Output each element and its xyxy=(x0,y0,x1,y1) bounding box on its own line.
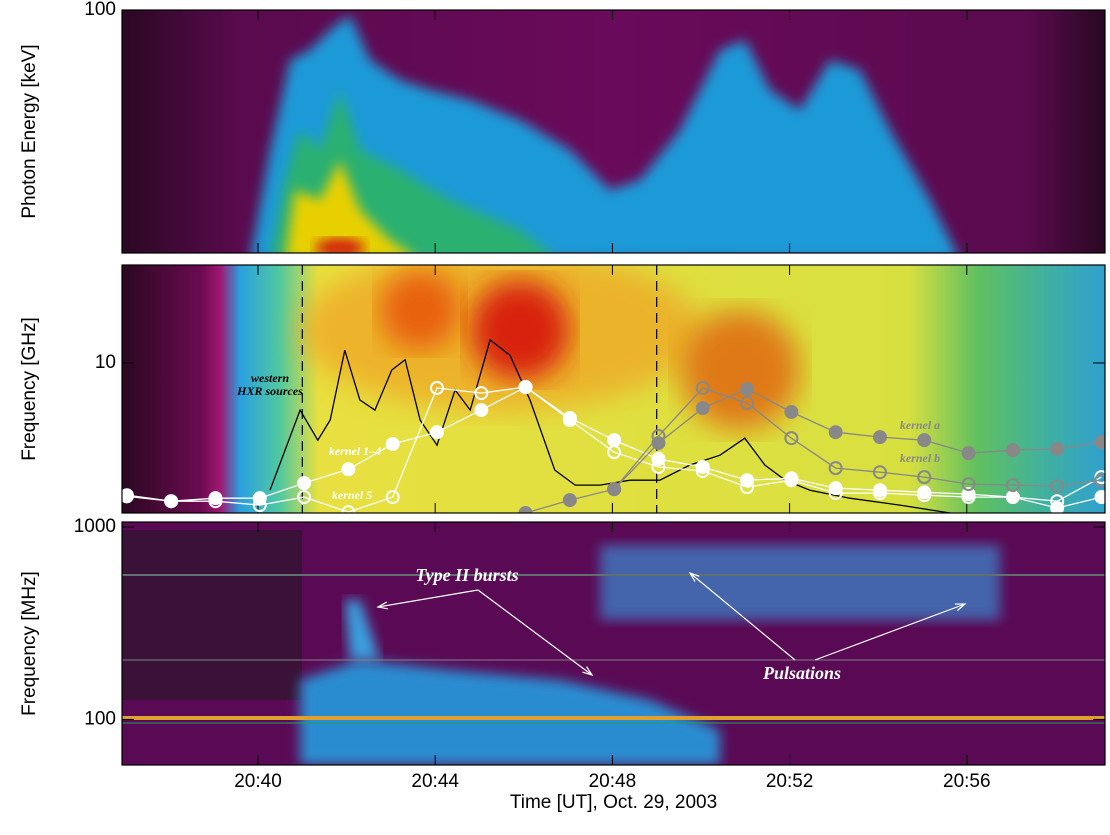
x-tick-label: 20:44 xyxy=(411,771,459,792)
annotation-arrow xyxy=(814,603,966,661)
marker xyxy=(164,494,179,509)
series-label: western HXR sources xyxy=(236,371,303,398)
line-plot xyxy=(122,265,1105,513)
marker xyxy=(297,476,312,491)
y-tick-label: 10 xyxy=(95,352,116,373)
marker xyxy=(740,381,755,396)
y-tick-label: 1000 xyxy=(74,516,116,537)
arrow-head xyxy=(376,601,388,610)
y-tick-label: 100 xyxy=(84,0,116,20)
x-tick-label: 20:40 xyxy=(234,771,282,792)
annotation: Pulsations xyxy=(762,663,841,683)
marker xyxy=(828,461,843,476)
marker xyxy=(917,433,932,448)
marker xyxy=(518,379,533,394)
marker xyxy=(828,425,843,440)
marker xyxy=(341,505,356,513)
marker xyxy=(607,445,622,460)
marker xyxy=(695,459,710,474)
marker xyxy=(784,473,799,488)
x-tick-label: 20:56 xyxy=(943,771,991,792)
microwave-spectrogram xyxy=(122,265,1105,513)
marker xyxy=(961,446,976,461)
marker xyxy=(562,493,577,508)
series-line xyxy=(269,338,951,513)
marker xyxy=(917,488,932,503)
marker xyxy=(518,506,533,513)
marker xyxy=(429,425,444,440)
series-label: kernel 5 xyxy=(332,488,372,502)
marker xyxy=(872,465,887,480)
marker xyxy=(562,413,577,428)
panel-frame xyxy=(121,264,1106,514)
marker xyxy=(872,486,887,501)
marker xyxy=(828,481,843,496)
panel-frame xyxy=(121,521,1106,766)
y-axis-label: Frequency [GHz] xyxy=(19,317,40,461)
marker xyxy=(429,380,444,395)
marker xyxy=(1094,435,1105,450)
x-tick-label: 20:48 xyxy=(589,771,637,792)
marker xyxy=(297,490,312,505)
marker xyxy=(1005,443,1020,458)
marker xyxy=(695,464,710,479)
marker xyxy=(740,480,755,495)
y-axis-label: Frequency [MHz] xyxy=(19,571,40,716)
series-label: kernel a xyxy=(900,418,940,432)
y-tick-label: 100 xyxy=(84,708,116,729)
marker xyxy=(740,396,755,411)
marker xyxy=(122,488,134,503)
marker xyxy=(695,401,710,416)
marker xyxy=(828,486,843,501)
marker xyxy=(1050,479,1065,494)
series-line xyxy=(525,388,1102,513)
marker xyxy=(695,380,710,395)
marker xyxy=(1094,473,1105,488)
arrow-head xyxy=(582,666,594,677)
marker xyxy=(252,498,267,513)
radio-spectrogram xyxy=(122,522,1105,765)
arrow-head xyxy=(688,571,700,582)
marker xyxy=(1005,478,1020,493)
annotation-arrow xyxy=(477,589,593,676)
annotation-arrow xyxy=(689,572,796,661)
marker xyxy=(784,431,799,446)
marker xyxy=(784,404,799,419)
series-label: kernel 1–4 xyxy=(329,444,381,458)
series-line xyxy=(613,387,1102,490)
marker xyxy=(1094,490,1105,505)
marker xyxy=(917,470,932,485)
series-label: kernel b xyxy=(900,451,940,465)
marker xyxy=(474,403,489,418)
marker xyxy=(872,430,887,445)
hxr-spectrogram xyxy=(122,10,1105,253)
marker xyxy=(474,386,489,401)
marker xyxy=(1050,441,1065,456)
arrow-head xyxy=(954,603,967,611)
annotation: Type II bursts xyxy=(415,565,518,585)
panel-frame xyxy=(121,9,1106,254)
marker xyxy=(651,429,666,444)
marker xyxy=(607,482,622,497)
marker xyxy=(607,433,622,448)
marker xyxy=(961,477,976,492)
marker xyxy=(208,494,223,509)
marker xyxy=(341,462,356,477)
x-tick-label: 20:52 xyxy=(766,771,814,792)
marker xyxy=(385,490,400,505)
annotation-arrow xyxy=(377,589,479,608)
y-axis-label: Photon Energy [keV] xyxy=(19,44,40,218)
marker xyxy=(1050,494,1065,509)
marker xyxy=(385,437,400,452)
series-line xyxy=(126,386,1102,513)
x-axis-label: Time [UT], Oct. 29, 2003 xyxy=(510,792,717,813)
marker xyxy=(651,459,666,474)
